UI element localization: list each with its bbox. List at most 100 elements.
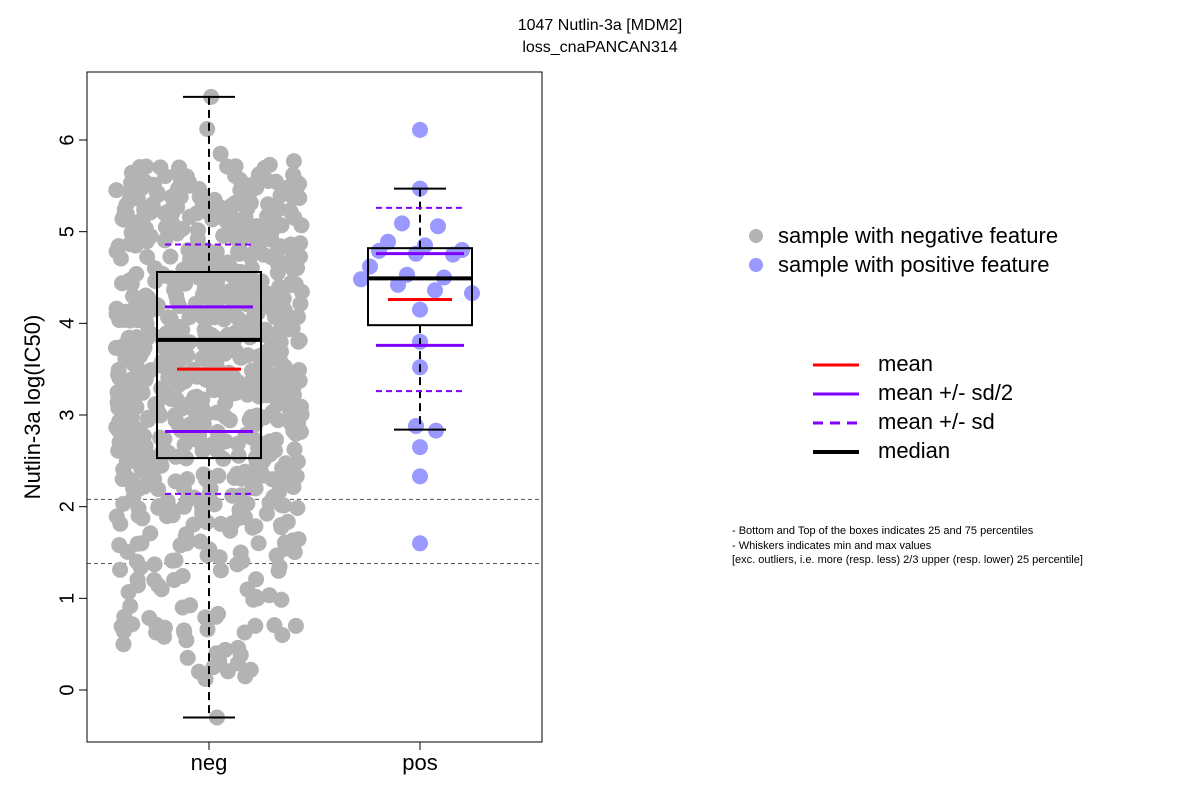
axes: 0 1 2 3 4 5 6 neg pos Nutlin-3a log(IC50) bbox=[20, 134, 438, 775]
neg-point bbox=[123, 164, 140, 181]
neg-point bbox=[179, 471, 196, 488]
neg-point bbox=[245, 591, 262, 608]
neg-point bbox=[153, 457, 170, 474]
neg-point bbox=[189, 401, 206, 418]
neg-point bbox=[122, 427, 139, 444]
y-tick-label: 5 bbox=[56, 226, 78, 237]
neg-point bbox=[250, 535, 267, 552]
neg-point bbox=[170, 164, 186, 181]
neg-point bbox=[237, 463, 253, 480]
neg-point bbox=[182, 597, 199, 614]
legend-label-positive: sample with positive feature bbox=[778, 252, 1050, 277]
legend-lines bbox=[813, 363, 859, 454]
neg-point bbox=[243, 247, 260, 264]
neg-point bbox=[116, 303, 133, 320]
neg-point bbox=[109, 384, 126, 401]
reference-lines bbox=[87, 498, 542, 564]
neg-point bbox=[217, 641, 234, 658]
neg-point bbox=[292, 235, 309, 252]
sample-points bbox=[108, 88, 480, 726]
neg-point bbox=[170, 416, 187, 433]
neg-point bbox=[136, 201, 153, 218]
neg-point bbox=[146, 556, 163, 573]
neg-point bbox=[229, 655, 246, 672]
neg-point bbox=[174, 220, 191, 237]
neg-point bbox=[110, 366, 127, 383]
neg-point bbox=[253, 463, 269, 480]
neg-point bbox=[117, 468, 134, 485]
neg-point bbox=[261, 286, 278, 302]
neg-point bbox=[150, 499, 167, 516]
neg-point bbox=[115, 636, 132, 653]
legend-label-negative: sample with negative feature bbox=[778, 223, 1059, 248]
legend-label-mean: mean bbox=[878, 351, 934, 376]
neg-point bbox=[248, 179, 265, 196]
neg-point bbox=[148, 624, 165, 641]
neg-point bbox=[224, 515, 240, 532]
neg-point bbox=[262, 442, 279, 459]
neg-point bbox=[272, 334, 289, 351]
neg-point bbox=[285, 479, 302, 495]
neg-point bbox=[224, 291, 240, 308]
neg-point bbox=[291, 190, 308, 206]
pos-point bbox=[371, 242, 387, 259]
note-boxes: - Bottom and Top of the boxes indicates … bbox=[732, 525, 1034, 537]
neg-point bbox=[242, 195, 259, 211]
neg-point bbox=[137, 220, 154, 237]
neg-point bbox=[223, 197, 240, 214]
pos-point bbox=[390, 276, 406, 293]
neg-point bbox=[122, 598, 139, 615]
neg-point bbox=[163, 269, 180, 286]
pos-point bbox=[408, 418, 424, 434]
neg-point bbox=[134, 510, 151, 527]
neg-point bbox=[274, 362, 291, 379]
legend-label-sd: mean +/- sd bbox=[878, 409, 995, 434]
neg-point bbox=[256, 159, 273, 176]
neg-point bbox=[176, 622, 192, 639]
neg-point bbox=[115, 342, 131, 359]
neg-point bbox=[268, 173, 284, 190]
neg-point bbox=[227, 342, 244, 359]
neg-point bbox=[290, 415, 307, 432]
neg-point bbox=[187, 304, 203, 321]
neg-point bbox=[268, 245, 285, 262]
neg-point bbox=[129, 454, 145, 471]
y-tick-label: 4 bbox=[56, 318, 78, 329]
neg-point bbox=[221, 412, 238, 429]
y-tick-label: 6 bbox=[56, 134, 78, 145]
pos-point bbox=[412, 301, 428, 318]
neg-point bbox=[141, 610, 158, 626]
neg-point bbox=[248, 218, 265, 235]
neg-point bbox=[126, 356, 142, 373]
neg-point bbox=[258, 505, 275, 522]
neg-point bbox=[181, 416, 198, 433]
neg-point bbox=[114, 275, 130, 292]
neg-point bbox=[234, 553, 251, 570]
neg-point bbox=[174, 568, 191, 584]
legend-label-half-sd: mean +/- sd/2 bbox=[878, 380, 1014, 405]
neg-point bbox=[129, 535, 146, 552]
neg-point bbox=[291, 175, 308, 192]
neg-point bbox=[120, 407, 137, 424]
neg-point bbox=[162, 248, 179, 265]
neg-point bbox=[231, 501, 248, 518]
neg-point bbox=[131, 337, 148, 354]
pos-point bbox=[412, 468, 428, 485]
neg-point bbox=[128, 266, 145, 282]
chart-subtitle: loss_cnaPANCAN314 bbox=[522, 39, 678, 56]
neg-point bbox=[118, 196, 135, 213]
neg-point bbox=[204, 211, 221, 228]
neg-point bbox=[108, 182, 125, 199]
neg-point bbox=[160, 369, 177, 386]
legend-label-median: median bbox=[878, 438, 951, 463]
neg-point bbox=[192, 533, 209, 550]
pos-point bbox=[394, 215, 410, 232]
neg-point bbox=[203, 276, 220, 293]
neg-point bbox=[256, 409, 273, 426]
neg-point bbox=[230, 243, 247, 260]
neg-point bbox=[208, 404, 225, 421]
neg-point bbox=[287, 617, 304, 634]
legend-points bbox=[749, 229, 763, 272]
pos-point bbox=[353, 271, 369, 288]
